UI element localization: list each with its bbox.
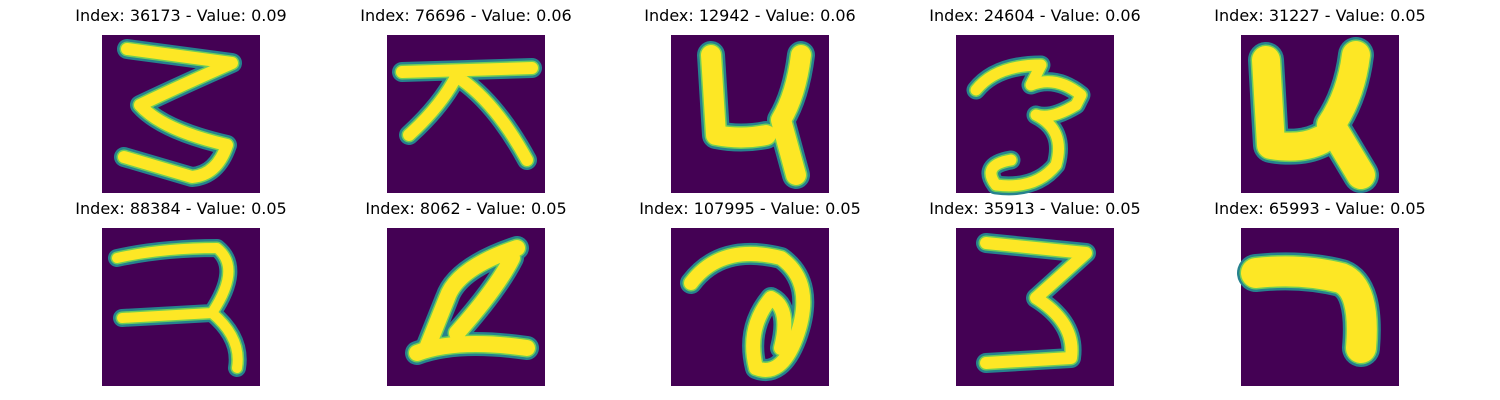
panel-title: Index: 65993 - Value: 0.05 (1214, 199, 1425, 218)
glyph (409, 240, 535, 361)
glyph (396, 62, 538, 166)
glyph (980, 237, 1092, 369)
glyph (1241, 256, 1377, 363)
panel-title: Index: 35913 - Value: 0.05 (929, 199, 1140, 218)
glyph (970, 59, 1087, 192)
panel: Index: 35913 - Value: 0.05 (929, 199, 1141, 386)
panel-title: Index: 12942 - Value: 0.06 (644, 6, 855, 25)
panel: Index: 8062 - Value: 0.05 (365, 199, 567, 386)
panel: Index: 88384 - Value: 0.05 (75, 199, 287, 386)
panel: Index: 36173 - Value: 0.09 (75, 6, 287, 193)
panel: Index: 31227 - Value: 0.05 (1214, 6, 1426, 193)
glyph (684, 246, 811, 377)
panel-title: Index: 36173 - Value: 0.09 (75, 6, 286, 25)
glyph (1252, 41, 1375, 189)
glyph (112, 243, 243, 373)
panel-title: Index: 8062 - Value: 0.05 (365, 199, 566, 218)
panel-title: Index: 24604 - Value: 0.06 (929, 6, 1140, 25)
panel: Index: 107995 - Value: 0.05 (639, 199, 861, 386)
panel-title: Index: 107995 - Value: 0.05 (639, 199, 861, 218)
panel: Index: 65993 - Value: 0.05 (1214, 199, 1426, 386)
panel: Index: 24604 - Value: 0.06 (929, 6, 1141, 196)
panel: Index: 76696 - Value: 0.06 (360, 6, 572, 193)
panel-title: Index: 31227 - Value: 0.05 (1214, 6, 1425, 25)
panel-title: Index: 76696 - Value: 0.06 (360, 6, 571, 25)
glyph (701, 45, 811, 185)
glyph (118, 43, 238, 183)
panel-title: Index: 88384 - Value: 0.05 (75, 199, 286, 218)
panel: Index: 12942 - Value: 0.06 (644, 6, 856, 193)
